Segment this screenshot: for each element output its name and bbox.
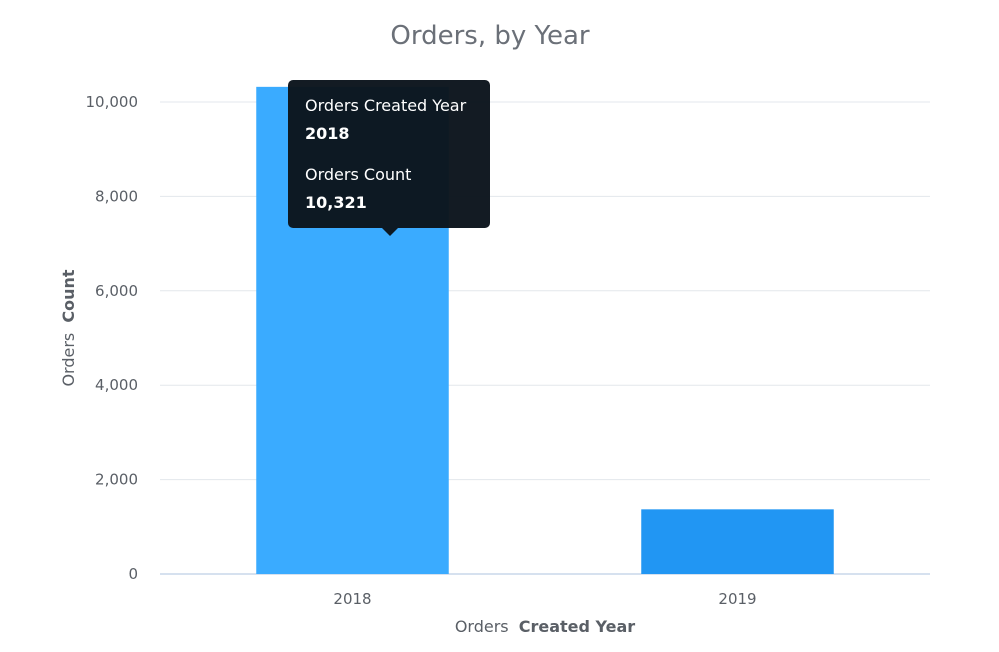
x-tick-label: 2018 (333, 590, 371, 608)
x-axis-title: Orders Created Year (455, 617, 635, 636)
y-axis-title: Orders Count (59, 269, 78, 386)
y-tick-label: 4,000 (95, 376, 138, 394)
x-tick-label: 2019 (718, 590, 756, 608)
y-tick-label: 8,000 (95, 187, 138, 205)
x-axis-title-bold: Created Year (519, 617, 636, 636)
tooltip: Orders Created Year 2018 Orders Count 10… (288, 80, 490, 236)
tooltip-box (288, 80, 490, 228)
y-axis-title-prefix: Orders (59, 333, 78, 387)
x-axis-ticks: 2018 2019 (333, 590, 756, 608)
tooltip-value-year: 2018 (305, 124, 350, 143)
tooltip-arrow (382, 228, 398, 236)
x-axis-title-prefix: Orders (455, 617, 509, 636)
y-tick-label: 10,000 (86, 93, 139, 111)
y-axis-ticks: 0 2,000 4,000 6,000 8,000 10,000 (86, 93, 139, 583)
tooltip-label-count: Orders Count (305, 165, 411, 184)
y-axis-title-bold: Count (59, 269, 78, 323)
tooltip-label-year: Orders Created Year (305, 96, 467, 115)
y-tick-label: 6,000 (95, 282, 138, 300)
y-tick-label: 2,000 (95, 471, 138, 489)
chart-title: Orders, by Year (390, 21, 589, 51)
y-tick-label: 0 (128, 565, 138, 583)
bar-2019[interactable] (641, 509, 834, 574)
tooltip-value-count: 10,321 (305, 193, 367, 212)
